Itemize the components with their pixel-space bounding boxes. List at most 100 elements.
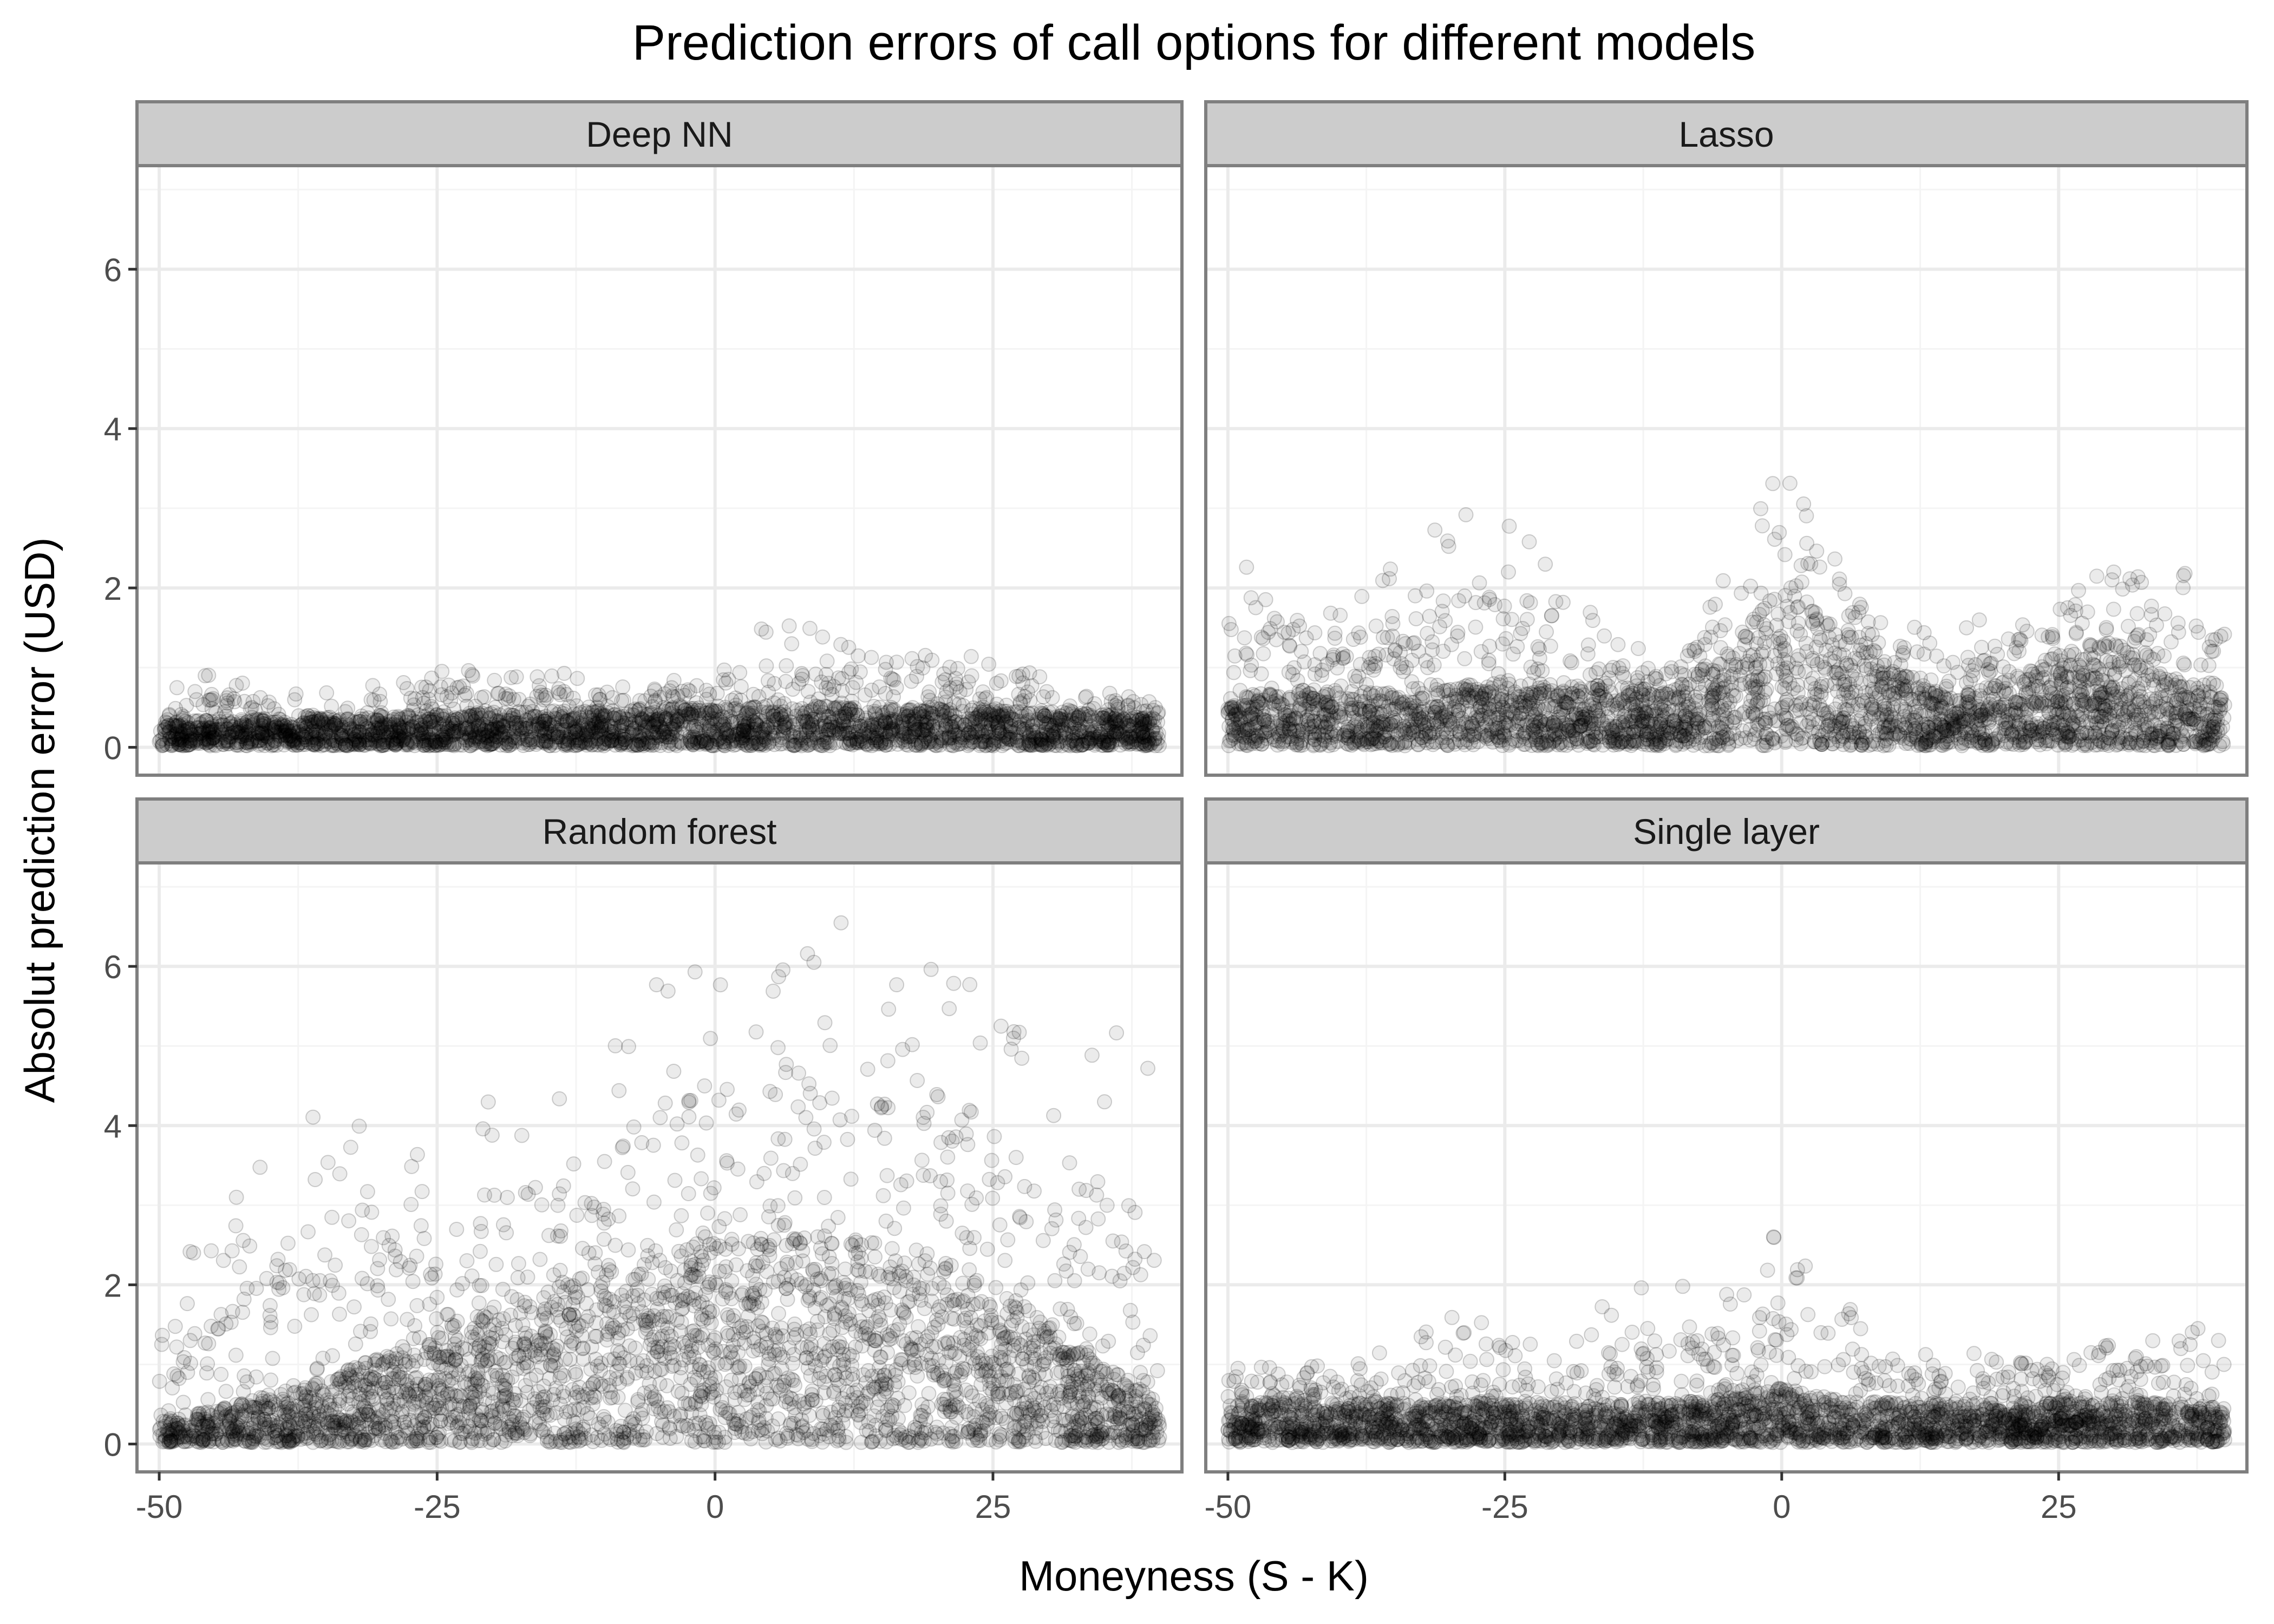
- data-point: [971, 701, 987, 717]
- data-point: [291, 732, 306, 747]
- data-point: [468, 707, 483, 723]
- data-point: [2129, 606, 2145, 621]
- data-point: [766, 708, 781, 724]
- data-point: [416, 709, 432, 724]
- data-point: [500, 691, 516, 706]
- data-point: [723, 736, 739, 752]
- data-point: [661, 738, 677, 754]
- data-point: [837, 726, 853, 742]
- data-point: [421, 737, 437, 753]
- data-point: [413, 717, 429, 733]
- data-point: [976, 702, 992, 718]
- data-point: [337, 726, 352, 742]
- data-point: [429, 707, 445, 723]
- data-point: [981, 724, 996, 740]
- data-point: [752, 736, 767, 751]
- data-point: [793, 736, 808, 752]
- data-point: [721, 672, 736, 687]
- y-axis-title: Absolut prediction error (USD): [16, 538, 63, 1103]
- data-point: [885, 713, 901, 729]
- data-point: [204, 718, 220, 734]
- data-point: [913, 738, 929, 753]
- data-point: [963, 722, 979, 737]
- data-point: [245, 717, 261, 732]
- data-point: [803, 695, 818, 710]
- data-point: [939, 730, 955, 746]
- data-point: [433, 679, 449, 695]
- data-point: [405, 734, 421, 749]
- data-point: [804, 713, 820, 729]
- data-point: [930, 734, 946, 749]
- data-point: [949, 676, 964, 692]
- data-point: [733, 679, 749, 695]
- data-point: [204, 731, 220, 746]
- data-point: [1140, 734, 1156, 750]
- data-point: [659, 711, 674, 726]
- data-point: [195, 720, 211, 736]
- data-point: [1128, 732, 1144, 748]
- data-point: [174, 732, 190, 748]
- data-point: [975, 699, 991, 715]
- data-point: [376, 724, 391, 740]
- data-point: [1009, 669, 1024, 684]
- data-point: [841, 730, 857, 746]
- data-point: [1003, 724, 1018, 739]
- data-point: [878, 662, 893, 677]
- data-point: [162, 731, 178, 746]
- data-point: [440, 721, 455, 737]
- data-point: [947, 723, 963, 739]
- data-point: [800, 735, 816, 751]
- data-point: [950, 661, 965, 676]
- data-point: [918, 647, 933, 663]
- data-point: [881, 711, 897, 726]
- data-point: [335, 728, 350, 743]
- data-point: [1053, 708, 1068, 724]
- data-point: [973, 713, 989, 729]
- data-point: [518, 704, 534, 720]
- data-point: [821, 682, 837, 697]
- data-point: [665, 729, 681, 745]
- data-point: [476, 689, 492, 705]
- data-point: [333, 727, 349, 743]
- data-point: [613, 737, 629, 753]
- data-point: [1120, 698, 1136, 714]
- data-point: [726, 732, 741, 748]
- data-point: [1136, 730, 1152, 745]
- data-point: [841, 725, 857, 741]
- data-point: [315, 726, 331, 742]
- data-point: [208, 705, 224, 721]
- data-point: [951, 717, 966, 733]
- data-point: [584, 737, 600, 753]
- data-point: [614, 693, 630, 709]
- data-point: [922, 684, 937, 700]
- data-point: [852, 718, 868, 734]
- data-point: [169, 718, 185, 734]
- data-point: [192, 720, 207, 736]
- data-point: [981, 657, 997, 672]
- data-point: [964, 711, 980, 726]
- data-point: [581, 736, 597, 751]
- data-point: [604, 733, 619, 749]
- data-point: [938, 672, 953, 687]
- data-point: [262, 695, 277, 710]
- data-point: [678, 702, 694, 718]
- data-point: [406, 697, 422, 713]
- data-point: [1521, 534, 1537, 549]
- data-point: [468, 735, 483, 751]
- data-point: [795, 668, 811, 683]
- data-point: [1827, 551, 1842, 567]
- data-point: [192, 736, 208, 751]
- data-point: [866, 730, 881, 745]
- data-point: [1141, 694, 1157, 710]
- data-point: [419, 703, 434, 719]
- data-point: [747, 722, 762, 737]
- data-point: [570, 671, 585, 686]
- data-point: [434, 727, 449, 743]
- data-point: [1754, 518, 1770, 534]
- data-point: [473, 710, 489, 726]
- data-point: [1039, 725, 1055, 741]
- data-point: [1066, 725, 1081, 741]
- data-point: [489, 724, 505, 739]
- data-point: [851, 648, 866, 664]
